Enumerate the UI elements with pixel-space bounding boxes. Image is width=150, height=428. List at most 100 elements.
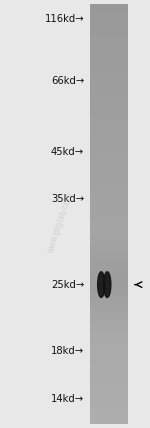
Bar [90,320,128,322]
Bar [90,46,128,48]
Bar [90,96,128,98]
Bar [90,307,128,309]
Bar [90,14,128,15]
Bar [90,35,128,36]
Bar [90,405,128,407]
Bar [90,247,128,249]
Bar [90,177,128,179]
Bar [90,152,128,154]
Bar [90,292,128,294]
Bar [90,300,128,302]
Bar [90,307,128,309]
Bar [90,51,128,53]
Bar [90,271,128,273]
Bar [90,196,128,197]
Bar [90,264,128,266]
Bar [90,380,128,382]
Bar [90,416,128,418]
Bar [90,338,128,340]
Bar [90,167,128,169]
Bar [90,289,128,291]
Bar [90,318,128,320]
Bar [90,239,128,241]
Bar [90,16,128,18]
Bar [90,376,128,377]
Bar [90,355,128,357]
Bar [90,137,128,139]
Bar [90,141,128,143]
Bar [90,377,128,379]
Bar [90,42,128,43]
Bar [90,120,128,122]
Bar [90,243,128,245]
Bar [90,104,128,106]
Bar [90,285,128,287]
Bar [90,98,128,99]
Bar [90,173,128,175]
Bar [90,199,128,202]
Bar [90,333,128,334]
Bar [90,401,128,403]
Bar [90,187,128,189]
Bar [90,321,128,323]
Bar [90,178,128,181]
Bar [90,246,128,247]
Bar [90,209,128,211]
Bar [90,100,128,102]
Bar [90,323,128,324]
Bar [90,219,128,221]
Bar [90,114,128,116]
Bar [90,328,128,330]
Bar [90,214,128,215]
Bar [90,260,128,262]
Bar [90,175,128,176]
Bar [90,378,128,380]
Bar [90,304,128,306]
Bar [90,107,128,109]
Bar [90,261,128,263]
Bar [90,388,128,390]
Bar [90,317,128,319]
Bar [90,18,128,20]
Bar [90,116,128,118]
Text: 14kd→: 14kd→ [51,394,84,404]
Bar [90,302,128,303]
Bar [90,183,128,184]
Bar [90,273,128,276]
Bar [90,86,128,88]
Text: 45kd→: 45kd→ [51,147,84,157]
Bar [90,33,128,35]
Bar [90,331,128,333]
Bar [90,32,128,34]
Bar [90,260,128,262]
Bar [90,223,128,225]
Bar [90,106,128,108]
Bar [90,67,128,68]
Bar [90,95,128,97]
Bar [90,25,128,27]
Bar [90,232,128,234]
Bar [90,296,128,298]
Bar [90,390,128,392]
Bar [90,133,128,134]
Bar [90,415,128,417]
Bar [90,333,128,334]
Bar [90,297,128,299]
Bar [90,324,128,326]
Bar [90,334,128,336]
Bar [90,184,128,186]
Bar [90,140,128,141]
Bar [90,359,128,361]
Bar [90,256,128,257]
Bar [90,317,128,319]
Bar [90,365,128,366]
Bar [90,256,128,257]
Bar [90,304,128,306]
Bar [90,268,128,270]
Bar [90,367,128,369]
Bar [90,148,128,150]
Bar [90,47,128,49]
Bar [90,409,128,411]
Bar [90,121,128,123]
Bar [90,341,128,343]
